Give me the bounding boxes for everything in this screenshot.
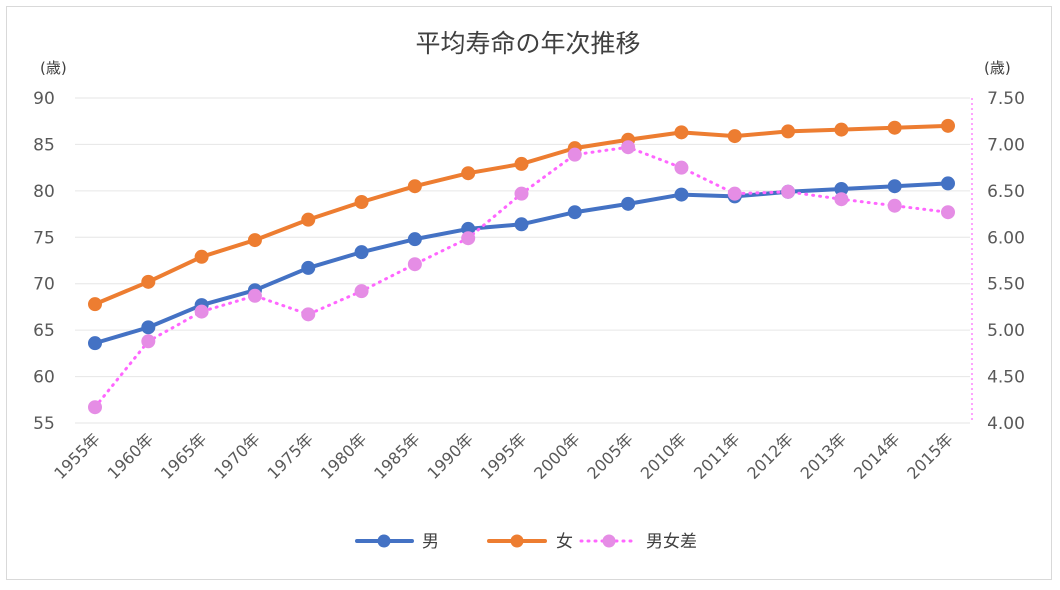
x-tick-label: 1980年 [317, 429, 371, 483]
y-right-tick-label: 4.00 [987, 414, 1025, 434]
x-tick-label: 1975年 [264, 429, 318, 483]
y-left-tick-label: 60 [33, 368, 55, 388]
legend-label-0: 男 [422, 532, 439, 552]
data-point-0 [887, 179, 902, 194]
legend-marker-1 [510, 534, 524, 548]
legend-label-2: 男女差 [646, 532, 697, 552]
x-tick-label: 2015年 [903, 429, 957, 483]
data-point-0 [354, 245, 369, 260]
y-right-tick-label: 5.50 [987, 275, 1025, 295]
left-axis-unit: (歳) [40, 59, 67, 77]
x-tick-label: 2012年 [743, 429, 797, 483]
x-tick-label: 1970年 [210, 429, 264, 483]
data-point-0 [301, 260, 316, 275]
gridlines [75, 97, 970, 424]
y-left-tick-label: 85 [33, 135, 55, 155]
data-point-1 [674, 125, 689, 140]
x-tick-label: 2011年 [690, 429, 744, 483]
x-tick-label: 1955年 [50, 429, 104, 483]
data-point-1 [247, 233, 262, 248]
data-point-2 [88, 400, 102, 415]
data-point-2 [194, 304, 209, 319]
x-tick-label: 1965年 [157, 429, 211, 483]
chart-frame [6, 6, 1052, 580]
y-left-tick-label: 65 [33, 321, 55, 341]
legend-label-1: 女 [556, 532, 573, 552]
data-point-0 [88, 336, 102, 351]
y-left-tick-label: 70 [33, 275, 55, 295]
y-right-tick-label: 7.50 [987, 89, 1025, 109]
y-right-tick-label: 6.00 [987, 228, 1025, 248]
y-left-tick-label: 80 [33, 182, 55, 202]
data-point-1 [88, 297, 102, 312]
data-point-0 [674, 187, 689, 202]
data-point-1 [887, 120, 902, 135]
legend-marker-2 [602, 534, 616, 548]
data-point-2 [887, 198, 902, 213]
x-tick-label: 2013年 [797, 429, 851, 483]
data-point-2 [514, 186, 529, 201]
data-point-1 [141, 274, 156, 289]
y-right-tick-label: 5.00 [987, 321, 1025, 341]
x-tick-label: 2010年 [637, 429, 691, 483]
data-point-1 [194, 249, 209, 264]
x-tick-label: 2005年 [583, 429, 637, 483]
x-tick-label: 1995年 [477, 429, 531, 483]
data-point-2 [141, 334, 156, 349]
data-point-2 [727, 186, 742, 201]
data-point-0 [567, 205, 582, 220]
data-point-0 [514, 217, 529, 232]
y-left-tick-label: 75 [33, 228, 55, 248]
left-axis-ticks: 90 85 80 75 70 65 60 55 [33, 89, 55, 434]
data-point-1 [354, 195, 369, 209]
x-tick-label: 2000年 [530, 429, 584, 483]
data-point-1 [727, 129, 742, 144]
series-line-1 [93, 123, 950, 307]
data-point-2 [461, 231, 476, 246]
legend: 男 女 男女差 [355, 532, 697, 552]
data-point-2 [621, 140, 636, 155]
data-point-2 [941, 205, 955, 220]
right-axis-ticks: 7.50 7.00 6.50 6.00 5.50 5.00 4.50 4.00 [987, 89, 1025, 434]
x-tick-label: 2014年 [850, 429, 904, 483]
series-line-2 [93, 145, 950, 409]
data-point-2 [781, 184, 796, 199]
data-point-0 [941, 176, 955, 191]
data-point-2 [834, 192, 849, 207]
y-right-tick-label: 6.50 [987, 182, 1025, 202]
data-point-2 [407, 257, 422, 272]
right-axis-unit: (歳) [984, 59, 1011, 77]
data-point-2 [301, 307, 316, 322]
data-point-1 [781, 124, 796, 139]
y-right-tick-label: 4.50 [987, 368, 1025, 388]
data-point-0 [141, 320, 156, 335]
data-point-2 [354, 284, 369, 299]
x-tick-label: 1960年 [104, 429, 158, 483]
data-point-0 [407, 232, 422, 247]
data-point-1 [301, 212, 316, 227]
data-point-1 [461, 166, 476, 181]
data-point-1 [514, 156, 529, 171]
y-right-tick-label: 7.00 [987, 135, 1025, 155]
chart-title: 平均寿命の年次推移 [415, 29, 640, 58]
y-left-tick-label: 90 [33, 89, 55, 109]
series-layer [88, 118, 955, 415]
data-point-2 [247, 288, 262, 303]
x-tick-label: 1990年 [423, 429, 477, 483]
x-tick-label: 1985年 [370, 429, 424, 483]
data-point-2 [674, 160, 689, 175]
legend-marker-0 [377, 534, 391, 548]
x-axis-ticks: 1955年 1960年 1965年 1970年 1975年 1980年 1985年 1990年… [50, 429, 957, 483]
series-line-0 [93, 181, 950, 346]
y-left-tick-label: 55 [33, 414, 55, 434]
data-point-1 [941, 118, 955, 133]
data-point-0 [621, 196, 636, 211]
data-point-1 [407, 179, 422, 194]
data-point-1 [834, 122, 849, 137]
data-point-2 [567, 147, 582, 162]
